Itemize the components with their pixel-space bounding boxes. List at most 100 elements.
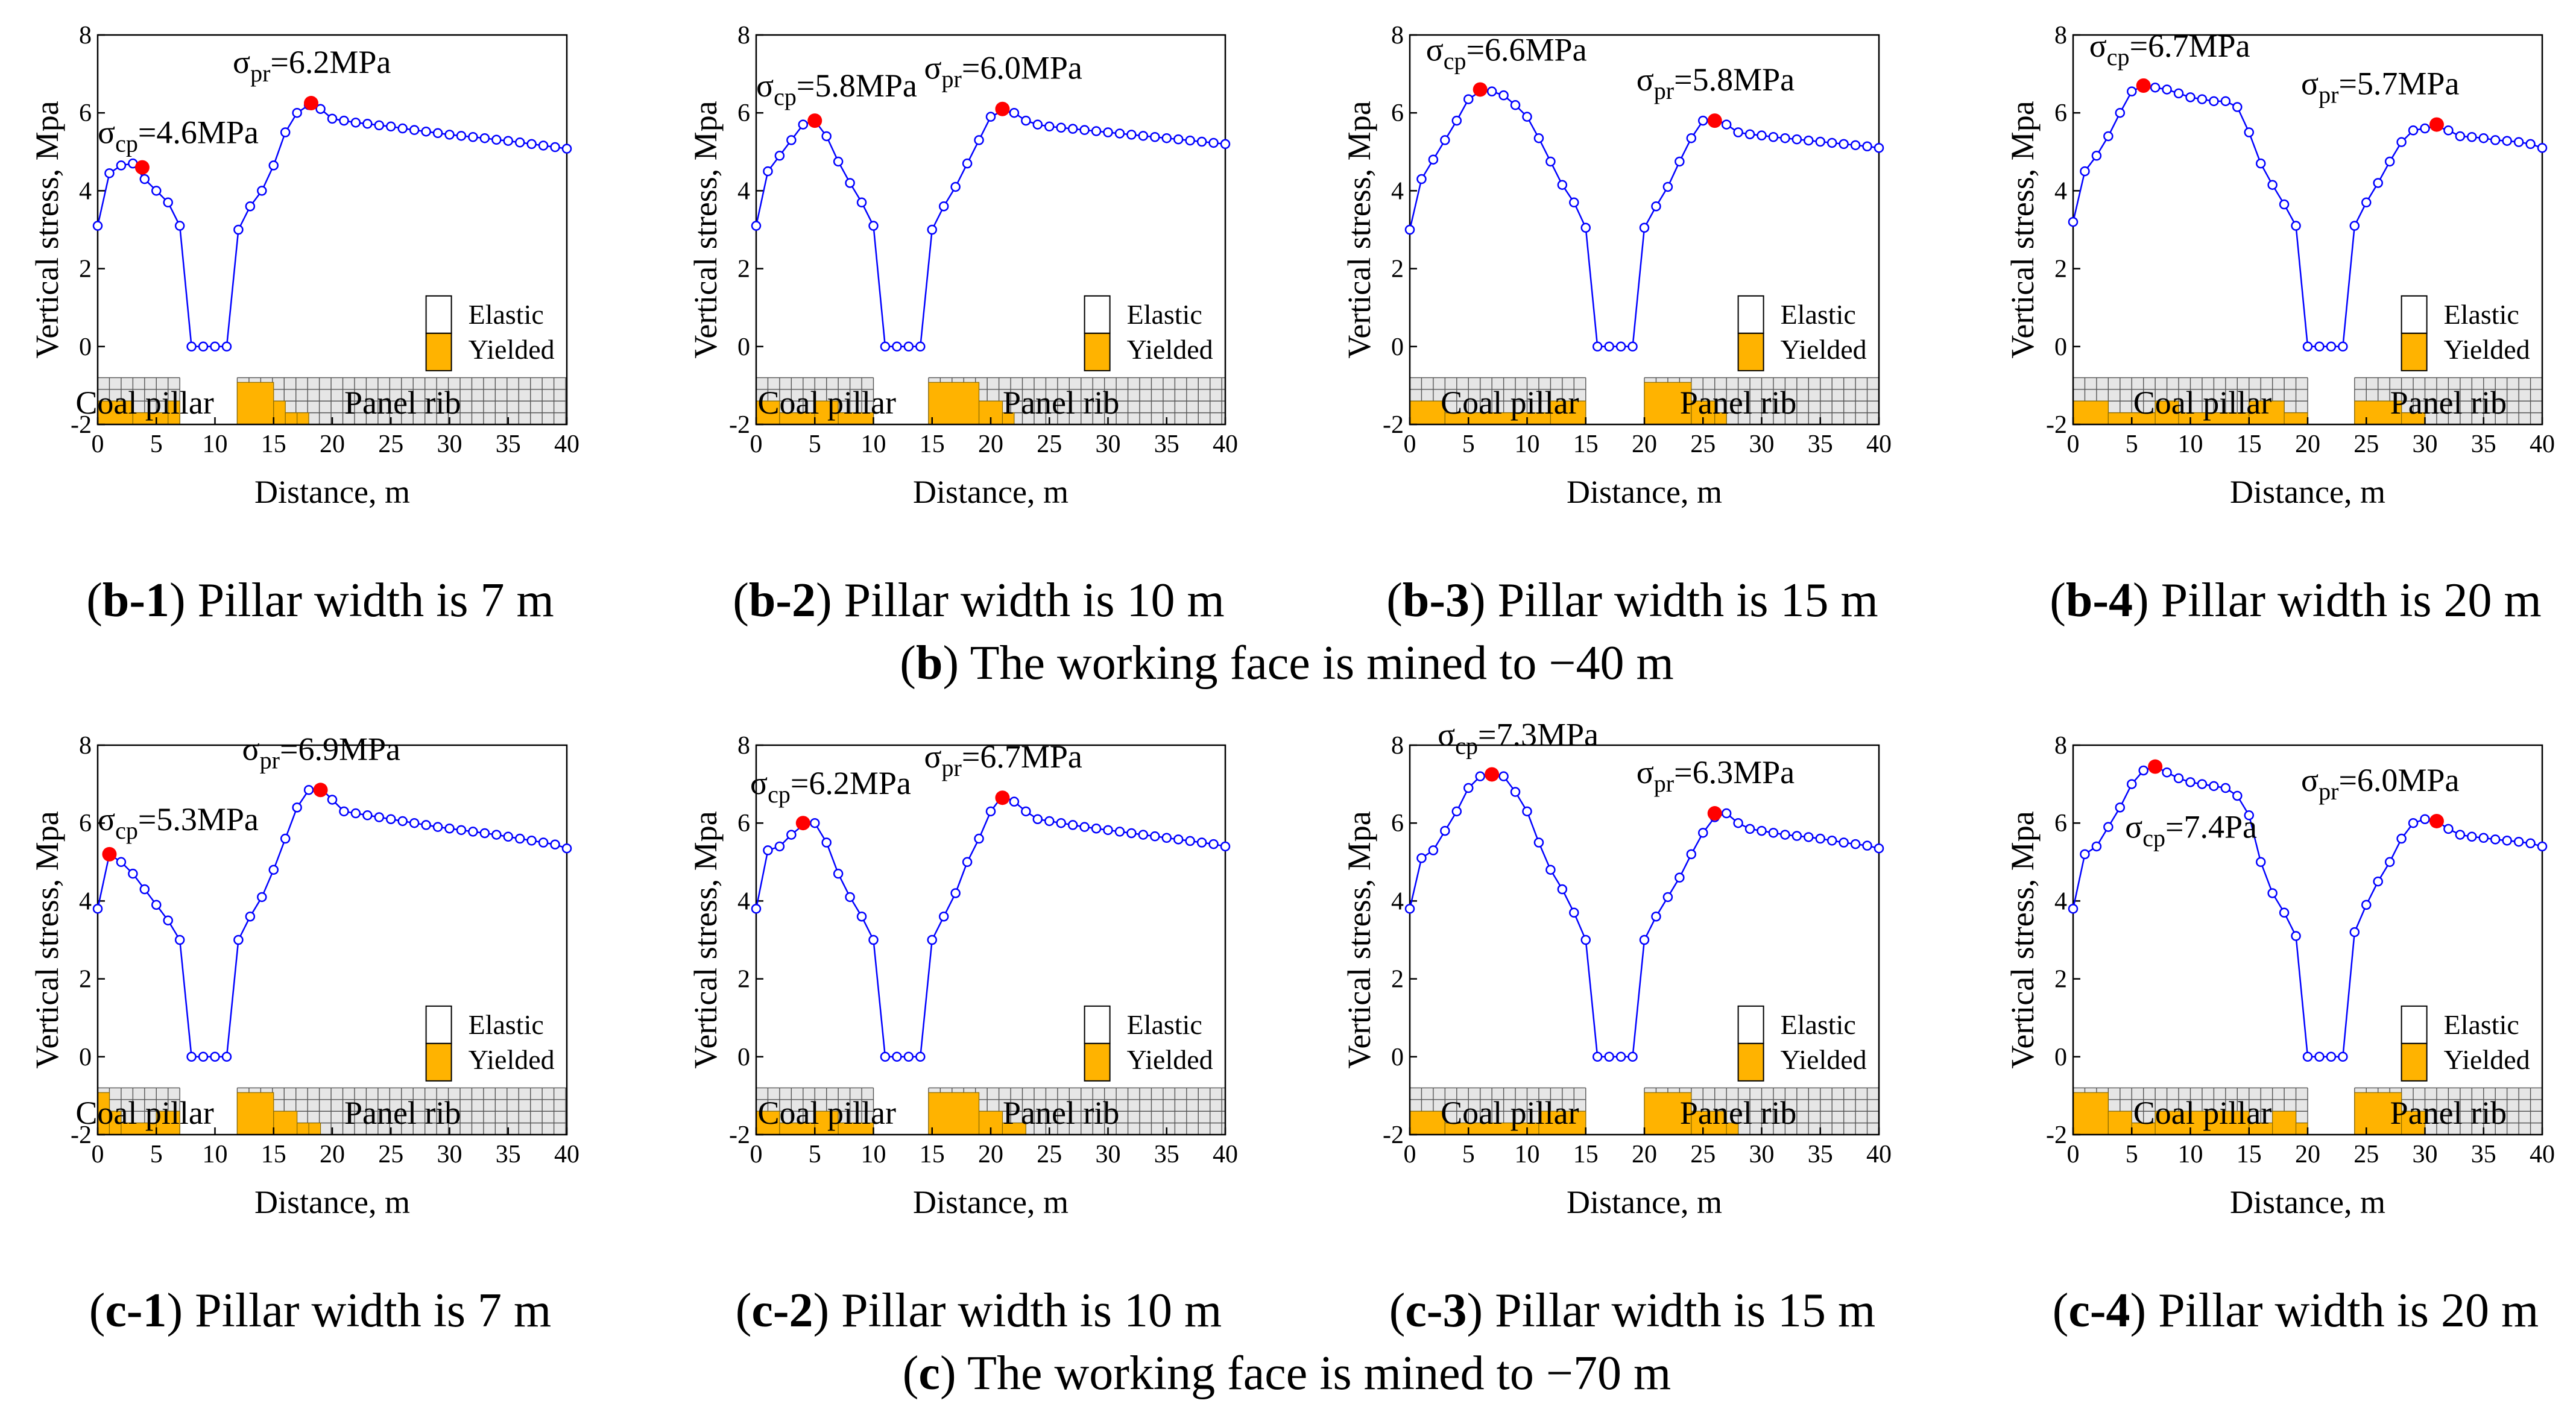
zone-strip — [2072, 1087, 2543, 1135]
yielded-block — [273, 400, 286, 425]
data-point — [362, 119, 373, 129]
yielded-block — [814, 1111, 839, 1135]
legend-yielded-swatch — [425, 1042, 452, 1082]
data-point — [974, 833, 984, 844]
data-point — [1079, 125, 1090, 135]
data-point — [1056, 818, 1066, 828]
data-point — [1826, 836, 1837, 846]
data-point — [1161, 833, 1172, 843]
data-point — [2232, 790, 2243, 801]
data-point — [2127, 779, 2137, 789]
data-point — [1839, 139, 1849, 150]
data-point — [1522, 112, 1532, 122]
data-point — [2525, 838, 2536, 849]
yielded-block — [1409, 1111, 1445, 1135]
data-point — [2467, 831, 2477, 842]
data-point — [774, 841, 785, 852]
y-tick-label: 4 — [1391, 887, 1404, 915]
data-point — [1850, 140, 1861, 151]
yielded-block — [814, 400, 839, 425]
x-tick-label: 20 — [1632, 430, 1657, 458]
x-axis-label: Distance, m — [254, 1184, 410, 1220]
data-point — [1126, 130, 1137, 140]
zone-strip — [97, 377, 567, 425]
data-point — [1416, 174, 1427, 184]
legend-elastic-label: Elastic — [2444, 1009, 2519, 1040]
data-point — [2115, 802, 2126, 813]
data-point — [2502, 836, 2512, 846]
panel-rib-label: Panel rib — [344, 385, 461, 421]
data-point — [2244, 127, 2254, 137]
y-tick-label: 6 — [737, 810, 750, 837]
panel-rib-label: Panel rib — [344, 1095, 461, 1131]
x-tick-label: 35 — [1808, 430, 1833, 458]
x-axis-label: Distance, m — [913, 474, 1069, 510]
x-tick-label: 10 — [861, 1141, 886, 1168]
x-tick-label: 20 — [2295, 1141, 2320, 1168]
row-caption-c: (c) The working face is mined to −70 m — [903, 1347, 1671, 1400]
data-point — [2232, 102, 2243, 112]
data-point — [163, 197, 173, 208]
data-point — [1768, 828, 1779, 838]
data-point — [2173, 88, 2184, 99]
y-axis-label: Vertical stress, Mpa — [29, 811, 65, 1068]
coal-pillar-label: Coal pillar — [75, 1095, 213, 1131]
x-tick-label: 5 — [1462, 1141, 1475, 1168]
data-point — [2255, 857, 2266, 868]
data-point — [1733, 127, 1743, 137]
peak-label: σcp=4.6MPa — [98, 115, 259, 157]
data-point — [845, 892, 855, 903]
x-axis-label: Distance, m — [254, 474, 410, 510]
y-tick-label: 6 — [1391, 99, 1404, 127]
data-point — [374, 812, 385, 822]
data-point — [2291, 931, 2301, 941]
y-tick-label: -2 — [2046, 1121, 2067, 1149]
data-point — [2537, 143, 2548, 153]
x-tick-label: 20 — [320, 430, 345, 458]
x-tick-label: 15 — [920, 1141, 945, 1168]
data-point — [892, 1051, 902, 1062]
data-point — [1208, 137, 1219, 148]
x-tick-label: 5 — [809, 1141, 821, 1168]
data-point — [1208, 839, 1219, 849]
data-point — [1615, 1051, 1626, 1062]
legend-yielded-swatch — [1084, 332, 1111, 371]
y-tick-label: 8 — [1391, 22, 1404, 49]
x-tick-label: 40 — [1213, 1141, 1238, 1168]
data-point — [1686, 849, 1697, 860]
data-point — [1150, 831, 1160, 842]
sub-caption: (c-1) Pillar width is 7 m — [89, 1284, 552, 1337]
peak-point — [2429, 813, 2444, 828]
peak-point — [2136, 78, 2151, 93]
yielded-block — [2295, 1123, 2308, 1135]
coal-pillar-label: Coal pillar — [2133, 385, 2271, 421]
data-point — [2162, 767, 2172, 778]
data-point — [2127, 86, 2137, 96]
data-point — [292, 107, 302, 118]
data-point — [1103, 127, 1113, 137]
x-tick-label: 35 — [1154, 1141, 1179, 1168]
data-point — [1522, 806, 1532, 817]
data-point — [456, 131, 467, 141]
x-tick-label: 20 — [1632, 1141, 1657, 1168]
legend-elastic-swatch — [1737, 295, 1764, 334]
yielded-block — [285, 412, 298, 425]
y-tick-label: 6 — [2054, 810, 2067, 837]
y-tick-label: 8 — [2054, 732, 2067, 760]
data-point — [444, 823, 455, 834]
legend-elastic-label: Elastic — [1781, 1009, 1856, 1040]
data-point — [1021, 115, 1031, 126]
data-point — [1138, 830, 1149, 840]
data-point — [1475, 771, 1485, 781]
data-point — [2361, 197, 2372, 208]
data-point — [763, 845, 773, 856]
x-tick-label: 5 — [809, 430, 821, 458]
data-point — [198, 341, 209, 352]
data-point — [151, 186, 162, 196]
data-point — [950, 888, 961, 898]
data-point — [868, 934, 879, 945]
data-point — [268, 865, 279, 875]
